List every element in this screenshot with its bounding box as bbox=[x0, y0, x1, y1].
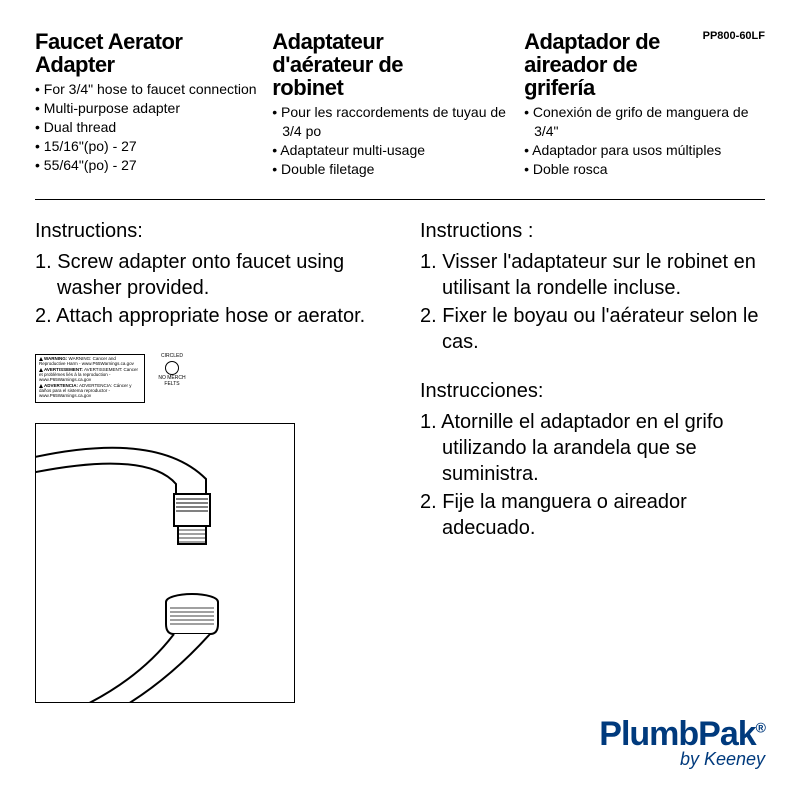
title-fr-line2: d'aérateur de bbox=[272, 52, 403, 77]
brand-logo: PlumbPak® by Keeney bbox=[599, 717, 765, 770]
small-logo-top: CIRCLED bbox=[157, 354, 187, 360]
faucet-diagram-svg bbox=[36, 424, 295, 703]
small-cert-logo: CIRCLED NO MERCH FELTS bbox=[157, 354, 187, 388]
instructions-heading-en: Instructions: bbox=[35, 220, 380, 243]
warning-fr: AVERTISSEMENT: AVERTISSEMENT: Cancer et … bbox=[39, 368, 141, 383]
product-diagram bbox=[35, 423, 295, 703]
instructions-list-en: 1. Screw adapter onto faucet using washe… bbox=[35, 249, 380, 329]
warning-en: WARNING: WARNING: Cancer and Reproductiv… bbox=[39, 357, 141, 367]
title-en-line1: Faucet Aerator bbox=[35, 29, 182, 54]
instruction-fr-1: 1. Visser l'adaptateur sur le robinet en… bbox=[420, 249, 765, 301]
brand-reg-mark: ® bbox=[756, 720, 765, 736]
bullet-fr-0: Pour les raccordements de tuyau de 3/4 p… bbox=[272, 103, 513, 141]
warning-es: ADVERTENCIA: ADVERTENCIA: Cáncer y daños… bbox=[39, 384, 141, 399]
brand-main-text: PlumbPak bbox=[599, 715, 755, 753]
brand-main: PlumbPak® bbox=[599, 717, 765, 751]
sku-code: PP800-60LF bbox=[703, 30, 765, 42]
title-es-line1: Adaptador de bbox=[524, 29, 660, 54]
warning-row: WARNING: WARNING: Cancer and Reproductiv… bbox=[35, 354, 380, 403]
title-es-line3: grifería bbox=[524, 75, 595, 100]
bullet-fr-1: Adaptateur multi-usage bbox=[272, 141, 513, 160]
bullet-en-3: 15/16"(po) - 27 bbox=[35, 137, 261, 156]
bullets-fr: Pour les raccordements de tuyau de 3/4 p… bbox=[272, 103, 513, 179]
bullet-es-1: Adaptador para usos múltiples bbox=[524, 141, 765, 160]
bullet-en-1: Multi-purpose adapter bbox=[35, 99, 261, 118]
prop65-warning-box: WARNING: WARNING: Cancer and Reproductiv… bbox=[35, 354, 145, 403]
instruction-en-2: 2. Attach appropriate hose or aerator. bbox=[35, 303, 380, 329]
small-logo-ring-icon bbox=[165, 361, 179, 375]
bullet-es-2: Doble rosca bbox=[524, 160, 765, 179]
instructions-heading-es: Instrucciones: bbox=[420, 380, 765, 403]
bullet-en-4: 55/64"(po) - 27 bbox=[35, 156, 261, 175]
instructions-heading-fr: Instructions : bbox=[420, 220, 765, 243]
title-fr: Adaptateur d'aérateur de robinet bbox=[272, 30, 513, 99]
instructions-list-fr: 1. Visser l'adaptateur sur le robinet en… bbox=[420, 249, 765, 355]
body-section: Instructions: 1. Screw adapter onto fauc… bbox=[35, 220, 765, 703]
title-en: Faucet Aerator Adapter bbox=[35, 30, 261, 76]
small-logo-bottom: NO MERCH FELTS bbox=[157, 376, 187, 387]
instruction-en-1: 1. Screw adapter onto faucet using washe… bbox=[35, 249, 380, 301]
right-body: Instructions : 1. Visser l'adaptateur su… bbox=[420, 220, 765, 703]
column-es: Adaptador de aireador de grifería Conexi… bbox=[524, 30, 765, 179]
title-en-line2: Adapter bbox=[35, 52, 115, 77]
column-en: Faucet Aerator Adapter For 3/4" hose to … bbox=[35, 30, 261, 179]
instructions-list-es: 1. Atornille el adaptador en el grifo ut… bbox=[420, 409, 765, 541]
left-body: Instructions: 1. Screw adapter onto fauc… bbox=[35, 220, 380, 703]
bullet-en-2: Dual thread bbox=[35, 118, 261, 137]
bullet-fr-2: Double filetage bbox=[272, 160, 513, 179]
title-fr-line3: robinet bbox=[272, 75, 343, 100]
bullet-en-0: For 3/4" hose to faucet connection bbox=[35, 80, 261, 99]
title-fr-line1: Adaptateur bbox=[272, 29, 383, 54]
instruction-fr-2: 2. Fixer le boyau ou l'aérateur selon le… bbox=[420, 303, 765, 355]
column-fr: Adaptateur d'aérateur de robinet Pour le… bbox=[272, 30, 513, 179]
bullet-es-0: Conexión de grifo de manguera de 3/4" bbox=[524, 103, 765, 141]
header-row: Faucet Aerator Adapter For 3/4" hose to … bbox=[35, 30, 765, 200]
instruction-es-1: 1. Atornille el adaptador en el grifo ut… bbox=[420, 409, 765, 487]
bullets-en: For 3/4" hose to faucet connection Multi… bbox=[35, 80, 261, 174]
title-es-line2: aireador de bbox=[524, 52, 637, 77]
bullets-es: Conexión de grifo de manguera de 3/4" Ad… bbox=[524, 103, 765, 179]
instruction-es-2: 2. Fije la manguera o aireador adecuado. bbox=[420, 489, 765, 541]
